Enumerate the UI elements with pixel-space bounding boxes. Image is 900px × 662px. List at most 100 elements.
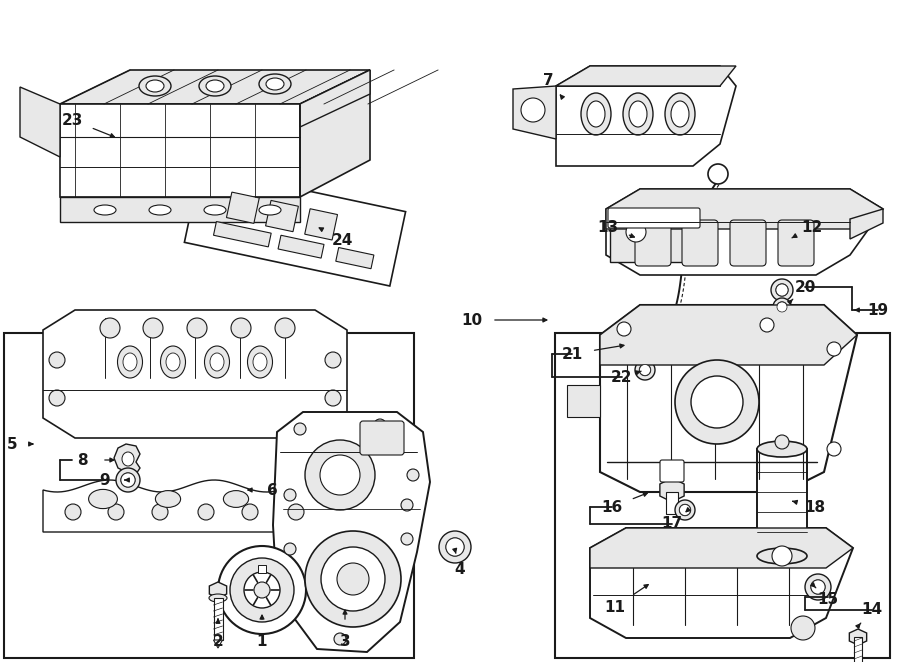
Circle shape [65,504,81,520]
Circle shape [198,504,214,520]
Circle shape [772,546,792,566]
Circle shape [775,435,789,449]
Ellipse shape [122,452,134,466]
Circle shape [401,533,413,545]
Circle shape [284,543,296,555]
Circle shape [325,390,341,406]
Circle shape [121,473,135,487]
Ellipse shape [94,205,116,215]
Text: 10: 10 [462,312,482,328]
Polygon shape [60,197,300,222]
Circle shape [108,504,124,520]
Circle shape [305,440,375,510]
Text: 22: 22 [611,369,633,385]
Bar [854,637,862,662]
Polygon shape [43,480,333,532]
Text: 19: 19 [868,303,888,318]
Circle shape [284,489,296,501]
Ellipse shape [623,93,653,135]
Polygon shape [590,528,853,568]
FancyBboxPatch shape [635,220,671,266]
Polygon shape [606,189,883,229]
Ellipse shape [88,489,117,508]
Polygon shape [600,305,857,365]
Text: 20: 20 [795,279,815,295]
Ellipse shape [210,353,224,371]
Circle shape [626,222,646,242]
Circle shape [675,360,759,444]
Polygon shape [60,70,370,104]
Circle shape [401,499,413,511]
Ellipse shape [160,346,185,378]
Circle shape [640,365,651,375]
Ellipse shape [266,78,284,90]
FancyBboxPatch shape [608,208,700,228]
FancyBboxPatch shape [360,421,404,455]
Circle shape [617,322,631,336]
Ellipse shape [253,353,267,371]
Circle shape [100,318,120,338]
Ellipse shape [757,548,807,564]
Circle shape [446,538,464,556]
Circle shape [374,419,386,431]
Circle shape [187,318,207,338]
Text: 7: 7 [543,73,553,87]
Circle shape [777,302,787,312]
FancyBboxPatch shape [682,220,718,266]
Circle shape [305,531,401,627]
FancyBboxPatch shape [660,460,684,482]
Polygon shape [606,189,883,275]
Circle shape [760,318,774,332]
Polygon shape [266,201,299,232]
Ellipse shape [206,80,224,92]
Text: 13: 13 [598,220,618,234]
Polygon shape [757,449,807,556]
Ellipse shape [199,76,231,96]
Text: 18: 18 [805,500,825,514]
FancyBboxPatch shape [778,220,814,266]
Circle shape [218,546,306,634]
Bar [213,598,222,640]
Polygon shape [227,192,259,223]
Circle shape [776,284,788,296]
Polygon shape [590,528,853,638]
Polygon shape [213,640,222,648]
Polygon shape [305,209,338,240]
Circle shape [334,633,346,645]
Polygon shape [600,305,857,492]
Text: 2: 2 [212,634,223,649]
Circle shape [152,504,168,520]
Circle shape [143,318,163,338]
Text: 21: 21 [562,346,582,361]
Polygon shape [60,104,300,197]
Circle shape [320,455,360,495]
Ellipse shape [665,93,695,135]
Polygon shape [556,66,736,166]
Text: 11: 11 [605,600,626,614]
Text: 14: 14 [861,602,883,618]
Ellipse shape [166,353,180,371]
Ellipse shape [629,101,647,127]
Circle shape [231,318,251,338]
Circle shape [288,504,304,520]
Text: 6: 6 [266,483,277,498]
Text: 5: 5 [6,436,17,451]
Text: 4: 4 [454,563,465,577]
Ellipse shape [757,441,807,457]
Ellipse shape [118,346,142,378]
Text: 23: 23 [61,113,83,128]
Circle shape [407,469,419,481]
Circle shape [49,390,65,406]
Ellipse shape [587,101,605,127]
Polygon shape [114,444,140,474]
Text: 16: 16 [601,500,623,514]
Ellipse shape [204,205,226,215]
Polygon shape [278,235,324,258]
Text: 8: 8 [76,453,87,467]
Circle shape [321,547,385,611]
Ellipse shape [671,101,689,127]
Circle shape [708,164,728,184]
Text: 17: 17 [662,516,682,532]
Polygon shape [850,629,867,645]
Polygon shape [273,412,430,652]
